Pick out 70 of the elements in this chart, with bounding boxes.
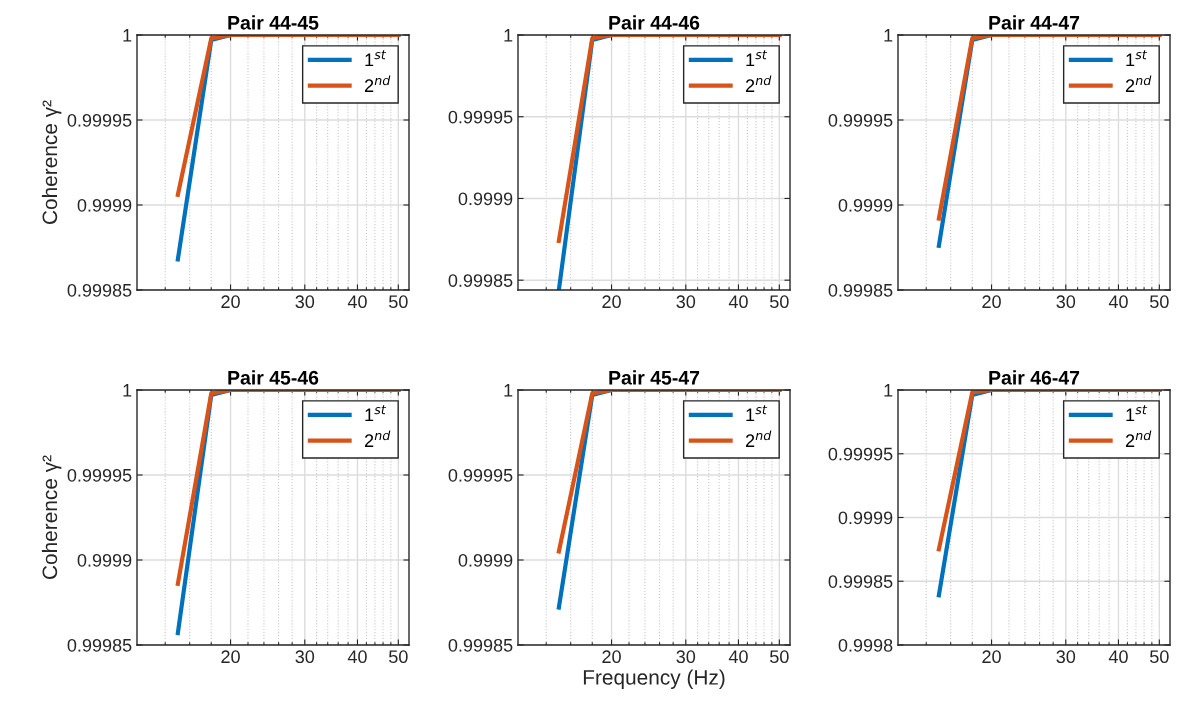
y-tick-label: 0.9998 — [838, 638, 893, 652]
x-tick-label: 50 — [770, 650, 789, 664]
legend-label: 2$^{nd}$ — [1125, 430, 1152, 447]
y-tick-label: 0.9999 — [77, 198, 132, 212]
x-tick-label: 30 — [295, 295, 315, 309]
x-tick-label: 50 — [389, 650, 408, 664]
y-tick-label: 0.9999 — [838, 511, 893, 525]
x-tick-label: 30 — [676, 650, 696, 664]
x-tick-label: 20 — [221, 650, 240, 664]
y-tick-label: 1 — [123, 384, 132, 397]
y-tick-label: 1 — [884, 29, 893, 42]
x-tick-label: 50 — [770, 295, 789, 309]
x-tick-label: 50 — [1150, 295, 1169, 309]
y-tick-label: 0.9999 — [77, 553, 132, 567]
x-tick-label: 20 — [602, 650, 621, 664]
x-tick-label: 40 — [1108, 295, 1128, 309]
legend-label: 2$^{nd}$ — [745, 430, 772, 447]
y-tick-label: 0.99985 — [67, 638, 132, 652]
chart-title: Pair 45-46 — [228, 370, 319, 385]
y-tick-label: 0.99995 — [448, 468, 513, 482]
y-tick-label: 0.99995 — [67, 468, 132, 482]
y-tick-label: 1 — [504, 384, 513, 397]
x-tick-label: 40 — [1108, 650, 1128, 664]
legend-label: 1$^{st}$ — [1126, 405, 1148, 422]
y-tick-label: 0.9999 — [458, 553, 513, 567]
x-tick-label: 20 — [602, 295, 621, 309]
x-tick-label: 40 — [728, 295, 748, 309]
chart-title: Pair 45-47 — [609, 370, 700, 385]
x-tick-label: 20 — [221, 295, 240, 309]
x-tick-label: 40 — [347, 295, 367, 309]
y-tick-label: 0.99995 — [828, 447, 893, 461]
x-tick-label: 50 — [389, 295, 408, 309]
y-tick-label: 0.99995 — [448, 110, 513, 124]
chart-title: Pair 44-45 — [228, 15, 319, 30]
legend-label: 1$^{st}$ — [746, 50, 768, 67]
x-tick-label: 40 — [347, 650, 367, 664]
y-axis-title: Coherence γ² — [41, 455, 62, 579]
y-axis-title: Coherence γ² — [41, 100, 62, 224]
x-tick-label: 30 — [295, 650, 315, 664]
y-tick-label: 1 — [884, 384, 893, 397]
y-tick-label: 1 — [504, 29, 513, 42]
y-tick-label: 0.99985 — [448, 274, 513, 287]
x-tick-label: 40 — [728, 650, 748, 664]
chart-title: Pair 44-47 — [989, 15, 1080, 30]
y-tick-label: 0.99985 — [828, 283, 893, 297]
y-tick-label: 0.9999 — [458, 192, 513, 206]
x-tick-label: 30 — [1056, 650, 1076, 664]
y-tick-label: 0.99995 — [828, 113, 893, 127]
x-tick-label: 20 — [982, 295, 1001, 309]
x-axis-title: Frequency (Hz) — [583, 669, 725, 689]
legend-label: 2$^{nd}$ — [364, 430, 391, 447]
y-tick-label: 0.9999 — [838, 198, 893, 212]
chart-title: Pair 46-47 — [989, 370, 1080, 385]
legend-label: 1$^{st}$ — [1126, 50, 1148, 67]
legend-label: 2$^{nd}$ — [364, 75, 391, 92]
y-tick-label: 1 — [123, 29, 132, 42]
x-tick-label: 50 — [1150, 650, 1169, 664]
x-tick-label: 30 — [676, 295, 696, 309]
legend-label: 2$^{nd}$ — [745, 75, 772, 92]
y-tick-label: 0.99985 — [67, 283, 132, 297]
x-tick-label: 20 — [982, 650, 1001, 664]
legend-label: 1$^{st}$ — [365, 405, 387, 422]
legend-label: 1$^{st}$ — [365, 50, 387, 67]
x-tick-label: 30 — [1056, 295, 1076, 309]
y-tick-label: 0.99995 — [67, 113, 132, 127]
y-tick-label: 0.99985 — [448, 638, 513, 652]
legend-label: 1$^{st}$ — [746, 405, 768, 422]
legend-label: 2$^{nd}$ — [1125, 75, 1152, 92]
chart-title: Pair 44-46 — [609, 15, 700, 30]
y-tick-label: 0.99985 — [828, 575, 893, 588]
